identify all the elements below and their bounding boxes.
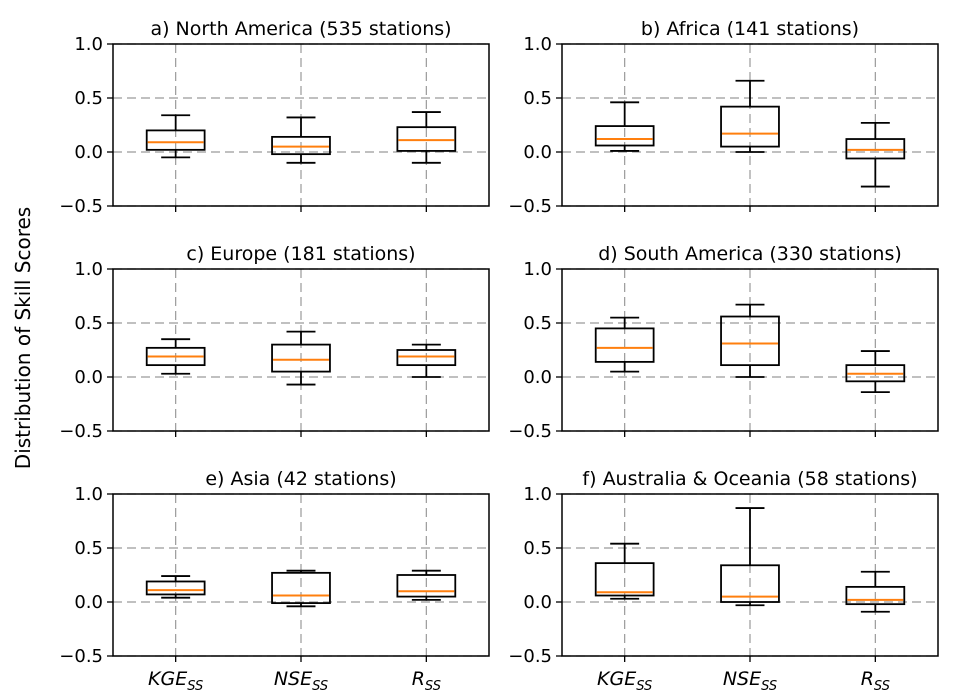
y-tick-label: 0.0 (523, 592, 552, 613)
x-tick-label-subscript: SS (874, 679, 890, 691)
x-tick-label-subscript: SS (425, 679, 441, 691)
y-tick-label: 1.0 (74, 259, 103, 280)
iqr-box (720, 564, 780, 603)
iqr-box (271, 135, 331, 156)
y-tick-label: 0.5 (74, 538, 103, 559)
panel-3: c) Europe (181 stations) −0.5 0.0 0.5 1.0 (59, 243, 490, 442)
box-NSE_SS (271, 116, 331, 164)
axes-frame (561, 493, 939, 657)
iqr-box (594, 327, 655, 363)
y-tick-label: −0.5 (59, 421, 103, 442)
panel-title: d) South America (330 stations) (598, 243, 902, 265)
iqr-box (396, 126, 457, 152)
x-tick-label-main: KGE (597, 668, 636, 690)
x-tick-label-subscript: SS (187, 679, 203, 691)
box-R_SS (845, 570, 906, 613)
panel-title: c) Europe (181 stations) (186, 243, 415, 265)
panel-2: b) Africa (141 stations) −0.5 0.0 0.5 1.0 (508, 18, 939, 217)
y-tick-label: −0.5 (59, 196, 103, 217)
panel-title: f) Australia & Oceania (58 stations) (582, 468, 917, 490)
y-tick-label: −0.5 (59, 646, 103, 667)
x-tick-label-subscript: SS (761, 679, 777, 691)
panel-4: d) South America (330 stations) −0.5 0.0 0.… (508, 243, 939, 442)
y-tick-label: 0.5 (523, 538, 552, 559)
panel-6: f) Australia & Oceania (58 stations) −0.5… (508, 468, 939, 691)
box-R_SS (396, 569, 457, 601)
y-tick-label: 0.5 (523, 88, 552, 109)
y-tick-label: 1.0 (523, 259, 552, 280)
panel-title: e) Asia (42 stations) (205, 468, 396, 490)
y-tick-label: 1.0 (523, 34, 552, 55)
x-tick-label: KGESS (148, 668, 203, 691)
iqr-box (145, 580, 206, 596)
box-KGE_SS (145, 114, 206, 159)
box-KGE_SS (594, 316, 655, 373)
iqr-box (145, 129, 206, 151)
x-tick-label-main: R (412, 668, 425, 690)
box-NSE_SS (720, 303, 780, 378)
y-tick-label: −0.5 (508, 421, 552, 442)
iqr-box (720, 105, 780, 148)
x-tick-label-main: KGE (148, 668, 187, 690)
y-tick-label: 0.0 (74, 367, 103, 388)
x-tick-label-subscript: SS (312, 679, 328, 691)
axes-frame (112, 493, 490, 657)
x-tick-label: NSESS (274, 668, 328, 691)
axes-frame (112, 268, 490, 432)
box-NSE_SS (720, 79, 780, 153)
iqr-box (396, 574, 457, 598)
x-tick-label: NSESS (723, 668, 777, 691)
x-tick-label-main: NSE (274, 668, 312, 690)
y-tick-label: 1.0 (523, 484, 552, 505)
box-KGE_SS (594, 101, 655, 152)
x-tick-label-subscript: SS (636, 679, 652, 691)
y-tick-label: −0.5 (508, 196, 552, 217)
box-R_SS (396, 111, 457, 164)
figure-y-axis-label: Distribution of Skill Scores (11, 207, 35, 469)
iqr-box (396, 349, 457, 367)
y-tick-label: 0.5 (523, 313, 552, 334)
y-tick-label: −0.5 (508, 646, 552, 667)
iqr-box (594, 562, 655, 597)
panel-title: a) North America (535 stations) (150, 18, 451, 40)
axes-frame (561, 268, 939, 432)
y-tick-label: 0.0 (523, 367, 552, 388)
box-NSE_SS (271, 330, 331, 386)
y-tick-label: 0.5 (74, 313, 103, 334)
box-R_SS (845, 350, 906, 394)
panels-group: a) North America (535 stations) −0.5 0.0 0.… (59, 18, 939, 691)
box-KGE_SS (594, 542, 655, 600)
y-tick-label: 1.0 (74, 484, 103, 505)
iqr-box (720, 315, 780, 367)
x-tick-label: KGESS (597, 668, 652, 691)
x-tick-label-main: NSE (723, 668, 761, 690)
box-KGE_SS (145, 575, 206, 599)
box-R_SS (845, 121, 906, 188)
iqr-box (845, 364, 906, 383)
box-R_SS (396, 343, 457, 378)
box-KGE_SS (145, 338, 206, 375)
y-tick-label: 0.5 (74, 88, 103, 109)
iqr-box (271, 343, 331, 373)
y-tick-label: 0.0 (523, 142, 552, 163)
iqr-box (594, 125, 655, 147)
y-tick-label: 0.0 (74, 592, 103, 613)
y-tick-label: 1.0 (74, 34, 103, 55)
box-NSE_SS (720, 507, 780, 607)
iqr-box (271, 571, 331, 604)
panel-title: b) Africa (141 stations) (641, 18, 859, 40)
y-tick-label: 0.0 (74, 142, 103, 163)
box-NSE_SS (271, 569, 331, 608)
axes-frame (561, 43, 939, 207)
iqr-box (145, 346, 206, 367)
panel-1: a) North America (535 stations) −0.5 0.0 0.… (59, 18, 490, 217)
iqr-box (845, 585, 906, 606)
x-tick-label: RSS (412, 668, 441, 691)
x-tick-label: RSS (861, 668, 890, 691)
x-tick-label-main: R (861, 668, 874, 690)
axes-frame (112, 43, 490, 207)
iqr-box (845, 138, 906, 160)
